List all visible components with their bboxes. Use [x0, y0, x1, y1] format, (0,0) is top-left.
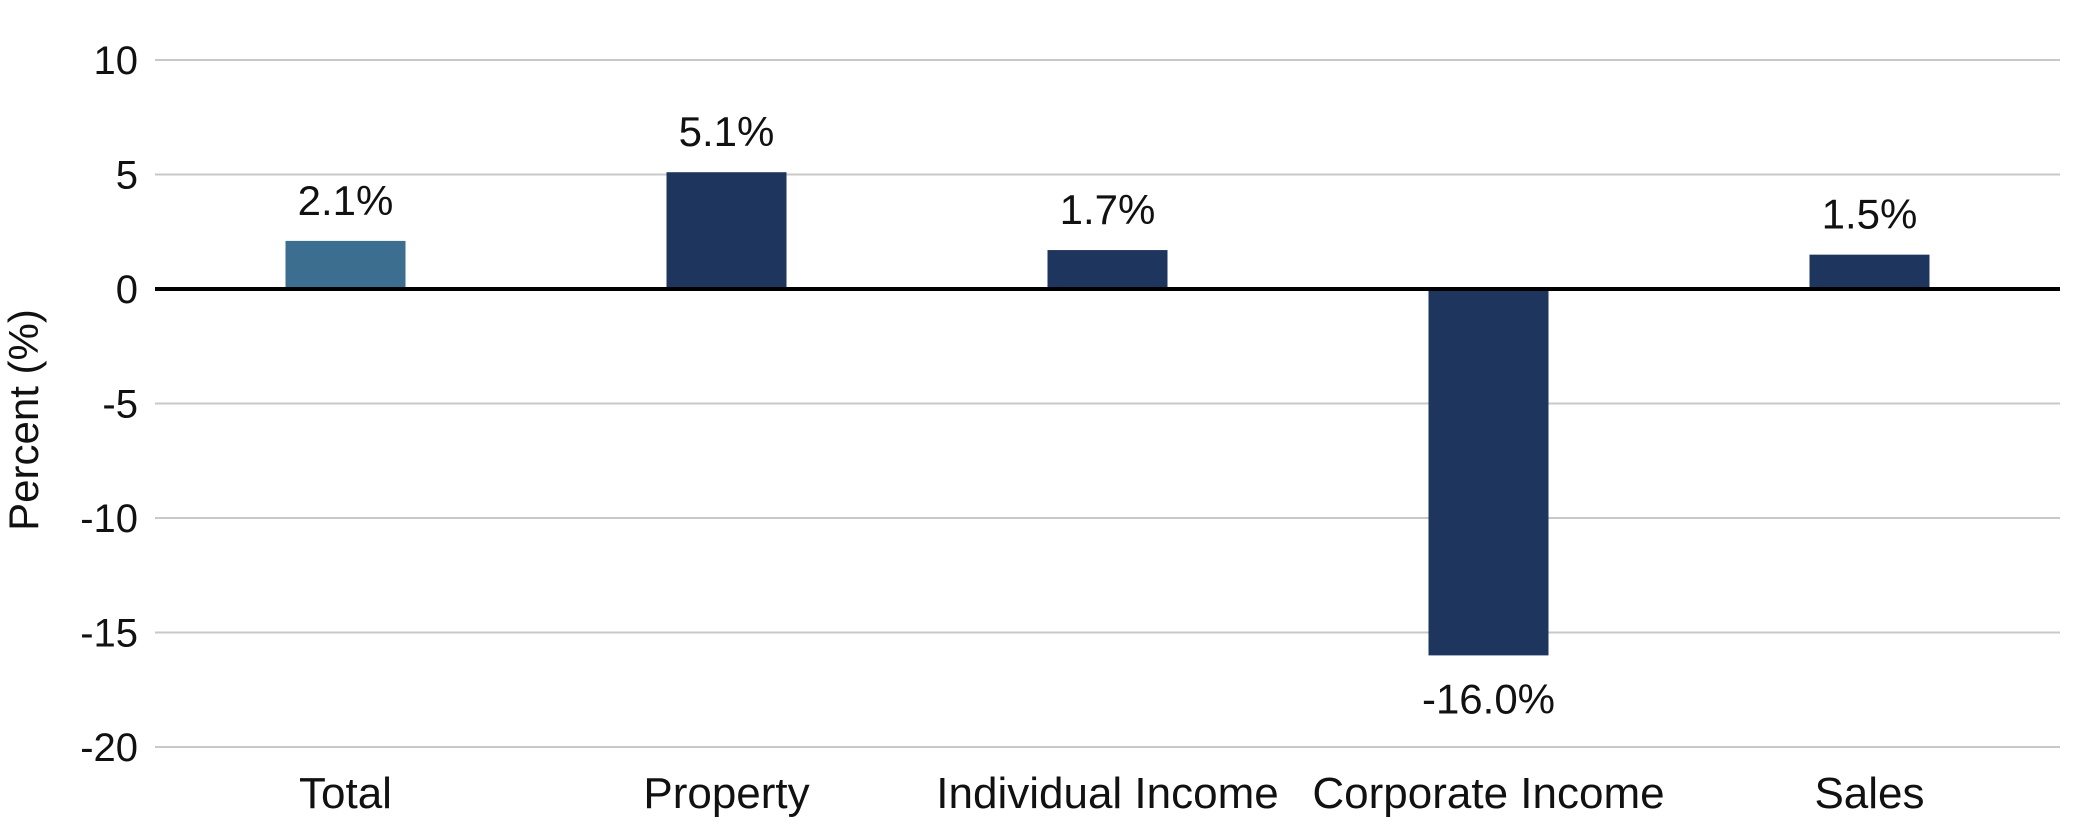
- x-category-label: Individual Income: [936, 769, 1278, 818]
- y-axis-title: Percent (%): [0, 309, 47, 531]
- data-label: 5.1%: [679, 108, 775, 155]
- y-tick-label: 5: [116, 154, 138, 198]
- x-axis-labels: Total Property Individual Income Corporate …: [299, 769, 1925, 818]
- y-axis-ticks: 10 5 0 -5 -10 -15 -20: [80, 39, 138, 770]
- x-category-label: Total: [299, 769, 392, 818]
- data-labels: 2.1% 5.1% 1.7% -16.0% 1.5%: [298, 108, 1918, 722]
- y-tick-label: 0: [116, 268, 138, 312]
- bar-individual-income: [1047, 250, 1168, 289]
- gridlines: [155, 59, 2060, 748]
- y-tick-label: 10: [94, 39, 139, 83]
- y-tick-label: -20: [80, 726, 138, 770]
- x-category-label: Sales: [1814, 769, 1924, 818]
- y-tick-label: -10: [80, 497, 138, 541]
- bar-corporate-income: [1428, 289, 1549, 656]
- bar-property: [666, 172, 787, 289]
- y-tick-label: -15: [80, 612, 138, 656]
- x-category-label: Property: [643, 769, 809, 818]
- data-label: 1.7%: [1060, 186, 1156, 233]
- x-category-label: Corporate Income: [1312, 769, 1664, 818]
- data-label: 1.5%: [1822, 191, 1918, 238]
- data-label: 2.1%: [298, 177, 394, 224]
- data-label: -16.0%: [1422, 675, 1555, 722]
- bar-sales: [1809, 254, 1930, 289]
- y-tick-label: -5: [102, 383, 138, 427]
- bars: [285, 172, 1930, 656]
- bar-total: [285, 240, 406, 289]
